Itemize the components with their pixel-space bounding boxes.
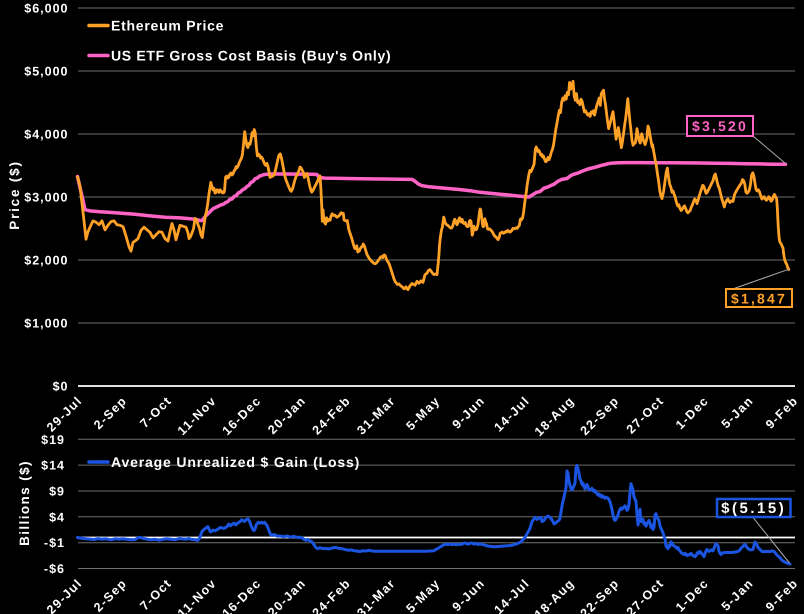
svg-text:-$1: -$1 xyxy=(44,536,65,550)
svg-text:$2,000: $2,000 xyxy=(24,254,68,268)
svg-text:$0: $0 xyxy=(53,380,69,394)
svg-text:$3,520: $3,520 xyxy=(692,118,748,134)
svg-text:Average Unrealized $ Gain (Los: Average Unrealized $ Gain (Loss) xyxy=(111,454,360,470)
svg-text:Price ($): Price ($) xyxy=(7,160,22,229)
svg-text:Ethereum Price: Ethereum Price xyxy=(111,18,224,34)
svg-text:$1,000: $1,000 xyxy=(24,317,68,331)
svg-text:$3,000: $3,000 xyxy=(24,191,68,205)
svg-text:$9: $9 xyxy=(49,485,65,499)
svg-text:$6,000: $6,000 xyxy=(24,2,68,16)
svg-text:$19: $19 xyxy=(41,433,65,447)
svg-text:US ETF Gross Cost Basis (Buy's: US ETF Gross Cost Basis (Buy's Only) xyxy=(111,48,391,64)
svg-text:$4: $4 xyxy=(49,510,65,524)
svg-text:$5,000: $5,000 xyxy=(24,65,68,79)
svg-text:-$6: -$6 xyxy=(44,562,65,576)
svg-text:$14: $14 xyxy=(41,459,65,473)
svg-text:$4,000: $4,000 xyxy=(24,128,68,142)
svg-text:$1,847: $1,847 xyxy=(731,291,787,307)
svg-text:$(5.15): $(5.15) xyxy=(721,500,786,517)
svg-text:Billions ($): Billions ($) xyxy=(17,460,32,546)
